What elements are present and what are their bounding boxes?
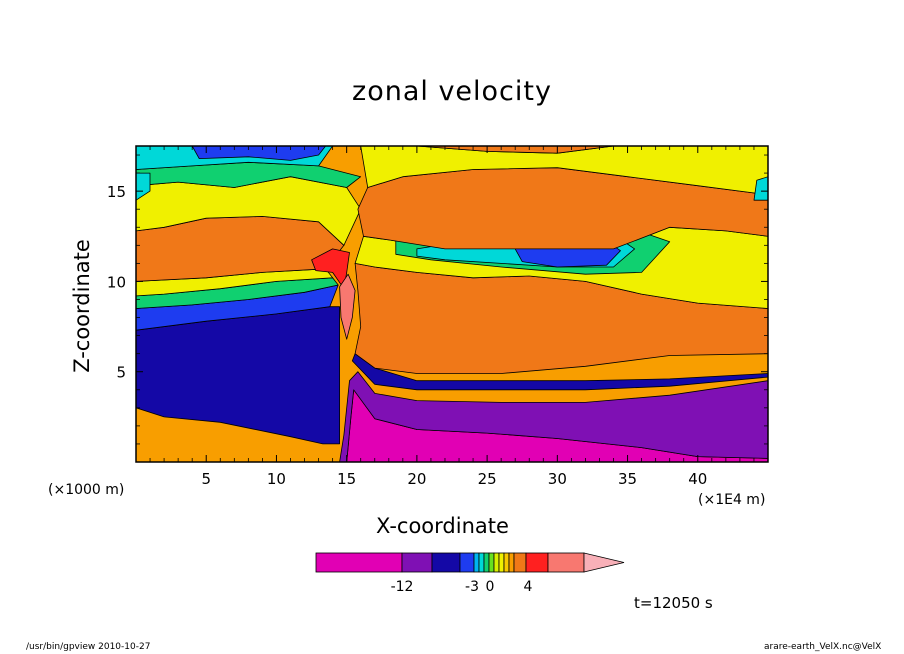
x-tick-label: 15 xyxy=(337,470,356,488)
colorbar-swatch xyxy=(478,552,485,573)
colorbar-swatch xyxy=(498,552,505,573)
colorbar-swatch xyxy=(488,552,495,573)
colorbar-tick-label: -3 xyxy=(465,579,479,595)
colorbar-swatch xyxy=(483,552,490,573)
colorbar-swatch xyxy=(513,552,527,573)
region-cyan-dot-west xyxy=(136,172,151,201)
colorbar-swatch xyxy=(547,552,585,573)
x-tick-label: 25 xyxy=(478,470,497,488)
colorbar-tick-label: -12 xyxy=(391,579,414,595)
x-unit-right: (×1E4 m) xyxy=(698,492,766,508)
colorbar-swatch xyxy=(473,552,480,573)
colorbar-swatch xyxy=(503,552,510,573)
region-cyan-dot-east xyxy=(753,176,768,201)
colorbar-swatch xyxy=(493,552,500,573)
colorbar-arrow xyxy=(583,552,625,573)
colorbar-tick-label: 4 xyxy=(524,579,533,595)
x-tick-label: 40 xyxy=(688,470,707,488)
y-axis-label: Z-coordinate xyxy=(70,239,94,373)
x-tick-label: 5 xyxy=(201,470,211,488)
chart-title: zonal velocity xyxy=(352,76,552,107)
x-axis-label: X-coordinate xyxy=(376,514,509,538)
footer-right: arare-earth_VelX.nc@VelX xyxy=(764,642,882,652)
x-axis: 5 10 15 20 25 30 35 40 xyxy=(149,146,755,488)
y-tick-label: 5 xyxy=(116,364,126,382)
x-tick-label: 20 xyxy=(407,470,426,488)
footer-left: /usr/bin/gpview 2010-10-27 xyxy=(26,642,151,652)
colorbar-swatch xyxy=(459,552,475,573)
y-axis: 5 10 15 xyxy=(107,154,768,445)
region-pink-center xyxy=(339,273,356,340)
region-top-west-blue xyxy=(191,146,327,161)
y-tick-label: 10 xyxy=(107,273,126,291)
x-tick-label: 35 xyxy=(618,470,637,488)
colorbar-tick-label: 0 xyxy=(486,579,495,595)
time-label: t=12050 s xyxy=(634,594,713,612)
region-lower-layer xyxy=(136,371,768,462)
colorbar: -12 -3 0 4 xyxy=(315,552,625,595)
x-unit-left: (×1000 m) xyxy=(48,482,125,498)
heatmap-regions xyxy=(136,146,768,462)
x-tick-label: 10 xyxy=(267,470,286,488)
colorbar-swatch xyxy=(508,552,515,573)
region-blue-east xyxy=(351,353,768,391)
colorbar-swatch xyxy=(431,552,461,573)
colorbar-swatch xyxy=(525,552,549,573)
y-tick-label: 15 xyxy=(107,183,126,201)
colorbar-swatch xyxy=(315,552,403,573)
colorbar-swatch xyxy=(401,552,433,573)
plot-frame xyxy=(135,145,769,463)
x-tick-label: 30 xyxy=(548,470,567,488)
